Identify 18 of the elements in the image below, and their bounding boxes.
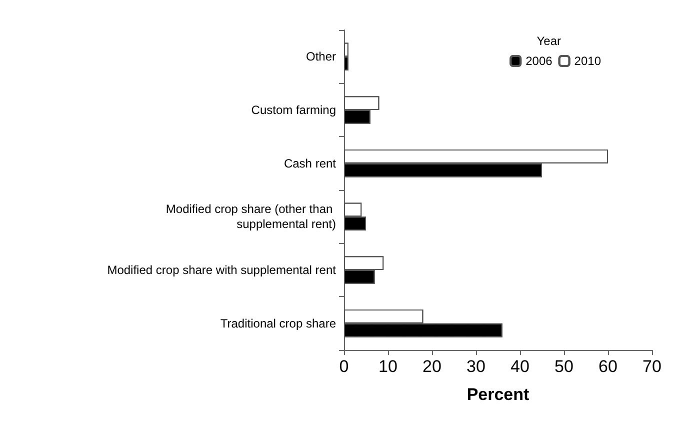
- x-axis-title: Percent: [466, 385, 530, 404]
- legend-label: 2010: [574, 54, 602, 68]
- y-tick-label: Cash rent: [284, 156, 337, 170]
- x-tick-label: 70: [642, 357, 662, 376]
- y-tick-label: Traditional crop share: [220, 316, 336, 330]
- x-tick-label: 50: [554, 357, 574, 376]
- y-tick-label: Modified crop share (other than supplemental rent): [166, 202, 336, 232]
- x-tick-label: 40: [510, 357, 530, 376]
- y-tick-label: Custom farming: [251, 103, 336, 117]
- y-tick-label: Other: [306, 50, 336, 64]
- y-tick-label: Modified crop share with supplemental rent: [107, 263, 337, 277]
- x-tick-label: 20: [422, 357, 442, 376]
- x-tick-label: 60: [598, 357, 618, 376]
- x-tick-label: 30: [466, 357, 486, 376]
- legend-label: 2006: [526, 54, 553, 68]
- x-tick-label: 10: [378, 357, 398, 376]
- legend-title: Year: [536, 34, 562, 48]
- x-tick-label: 0: [339, 357, 349, 376]
